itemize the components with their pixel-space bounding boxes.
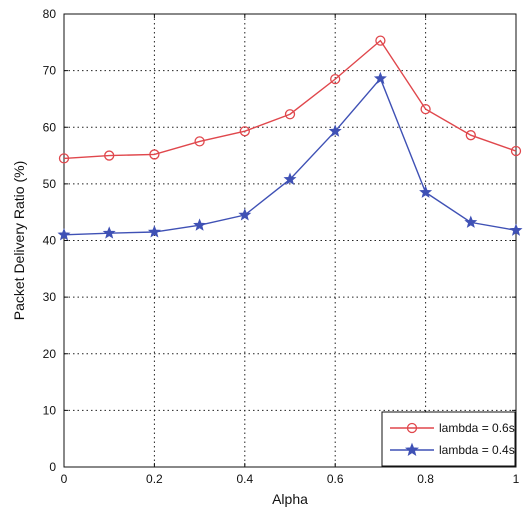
legend: lambda = 0.6s lambda = 0.4s	[381, 411, 516, 467]
data-point	[420, 103, 431, 115]
x-tick-label: 0.8	[417, 472, 434, 486]
data-point	[375, 35, 386, 46]
legend-box	[381, 411, 516, 467]
legend-label-lambda-0-6: lambda = 0.6s	[439, 421, 515, 435]
series-1	[57, 71, 523, 241]
data-point	[194, 136, 205, 147]
series-line	[63, 39, 517, 160]
data-point	[283, 172, 297, 185]
x-axis-label: Alpha	[272, 491, 308, 507]
data-point	[104, 150, 115, 161]
x-tick-label: 0.4	[236, 472, 253, 486]
series-group	[57, 35, 523, 241]
data-point	[510, 145, 522, 157]
data-point	[464, 215, 478, 228]
data-point	[193, 218, 207, 231]
x-tick-label: 0.2	[146, 472, 163, 486]
data-point	[328, 124, 342, 137]
data-point	[509, 223, 523, 236]
series-0	[58, 35, 522, 164]
data-point	[102, 226, 116, 239]
data-point	[238, 208, 252, 221]
series-line	[63, 77, 517, 236]
data-point	[147, 225, 161, 238]
y-tick-label: 0	[49, 460, 56, 474]
data-point	[149, 149, 160, 160]
data-point	[239, 126, 250, 137]
data-point	[330, 73, 341, 85]
data-point	[419, 185, 433, 198]
y-tick-label: 30	[43, 290, 57, 304]
x-tick-label: 0	[61, 472, 68, 486]
y-axis-label: Packet Delivery Ratio (%)	[11, 161, 27, 321]
data-point	[57, 228, 71, 241]
y-tick-label: 10	[43, 403, 57, 417]
y-tick-label: 50	[43, 177, 57, 191]
x-tick-label: 1	[513, 472, 520, 486]
y-tick-label: 60	[43, 120, 57, 134]
legend-marker-circle	[406, 422, 418, 434]
legend-label-lambda-0-4: lambda = 0.4s	[439, 443, 515, 457]
data-point	[58, 153, 70, 164]
data-point	[284, 109, 296, 120]
y-tick-label: 70	[43, 64, 57, 78]
legend-marker-star	[404, 442, 420, 456]
x-tick-label: 0.6	[327, 472, 344, 486]
y-tick-label: 40	[43, 234, 57, 248]
grid-lines	[64, 14, 516, 467]
data-point	[373, 71, 387, 85]
y-tick-label: 20	[43, 347, 57, 361]
data-point	[465, 130, 476, 141]
y-tick-label: 80	[43, 7, 57, 21]
